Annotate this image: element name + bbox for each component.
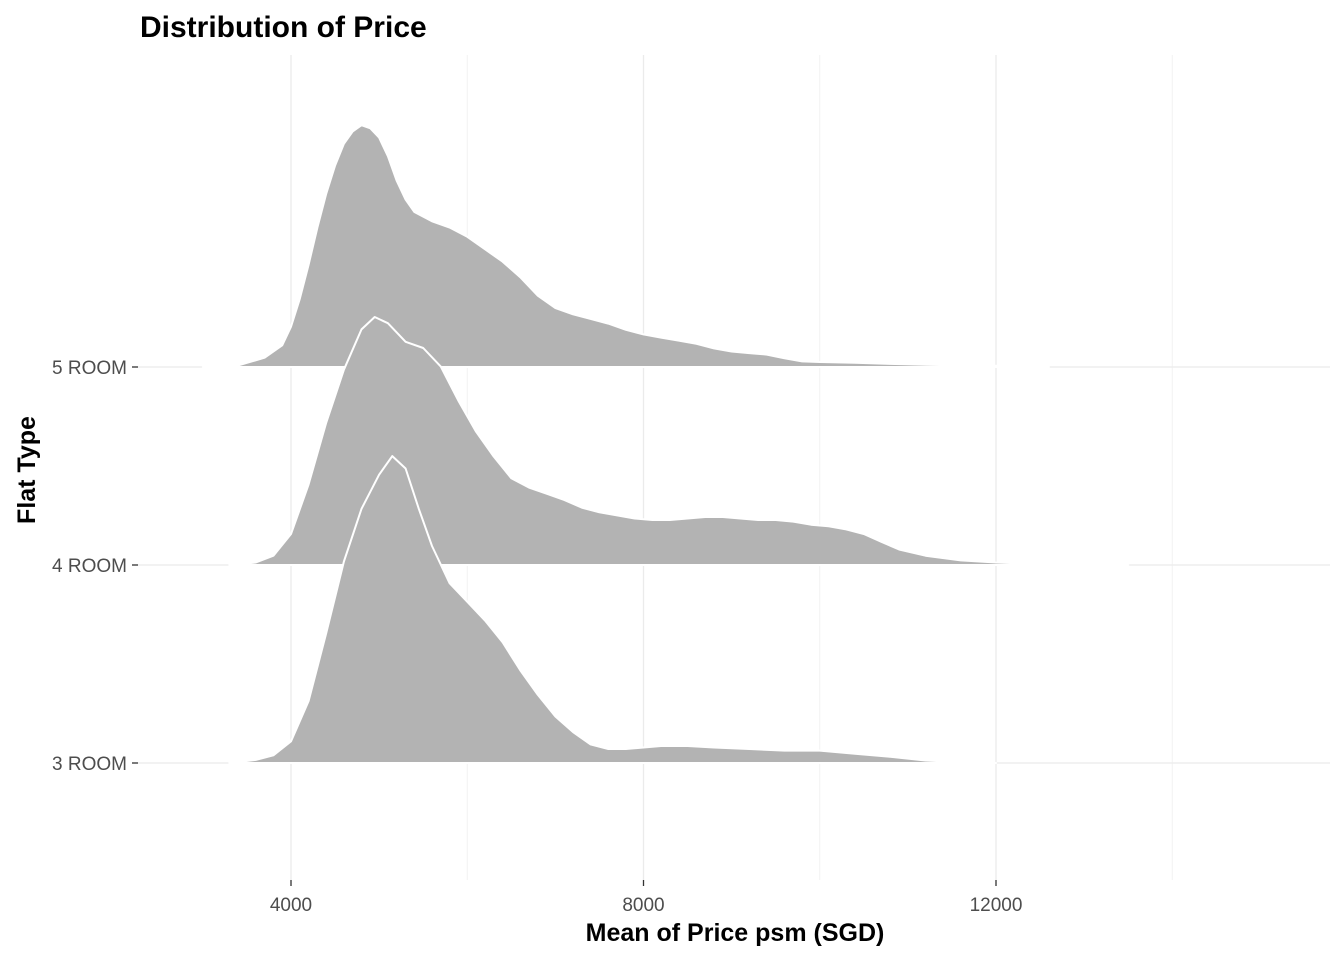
x-axis-title: Mean of Price psm (SGD) — [586, 919, 885, 947]
y-tick-label: 4 ROOM — [52, 556, 127, 577]
ridge-4-room — [228, 316, 1130, 566]
x-tick-label: 8000 — [622, 895, 664, 916]
density-ridges — [201, 124, 1130, 764]
axes: 4000 8000 12000 3 ROOM 4 ROOM 5 ROOM — [52, 358, 1022, 916]
y-axis-title: Flat Type — [13, 416, 41, 524]
x-tick-label: 12000 — [970, 895, 1023, 916]
y-tick-label: 5 ROOM — [52, 358, 127, 379]
x-tick-label: 4000 — [270, 895, 312, 916]
chart-title: Distribution of Price — [140, 11, 427, 44]
ridge-5-room — [201, 124, 1050, 368]
ridge-3-room — [228, 455, 997, 764]
y-tick-label: 3 ROOM — [52, 754, 127, 775]
